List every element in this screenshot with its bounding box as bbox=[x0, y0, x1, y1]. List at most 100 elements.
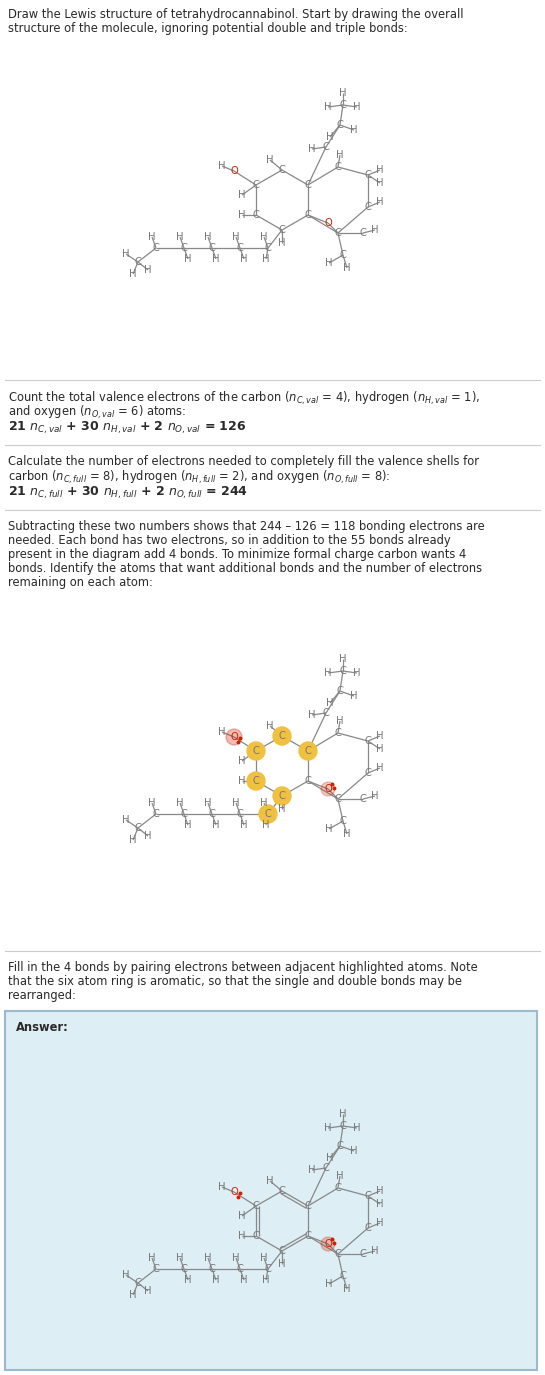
Text: H: H bbox=[336, 716, 344, 726]
Text: 21 $n_{C,val}$ + 30 $n_{H,val}$ + 2 $n_{O,val}$ = 126: 21 $n_{C,val}$ + 30 $n_{H,val}$ + 2 $n_{… bbox=[8, 419, 246, 436]
Text: C: C bbox=[360, 793, 366, 804]
Text: H: H bbox=[232, 1253, 240, 1264]
Text: H: H bbox=[371, 226, 379, 235]
Text: C: C bbox=[153, 243, 160, 253]
Text: H: H bbox=[232, 798, 240, 808]
Circle shape bbox=[247, 742, 265, 760]
Text: H: H bbox=[278, 238, 286, 247]
FancyBboxPatch shape bbox=[5, 1011, 537, 1370]
Text: C: C bbox=[335, 727, 341, 738]
Text: C: C bbox=[335, 793, 341, 804]
Text: C: C bbox=[337, 1141, 343, 1151]
Text: H: H bbox=[240, 254, 248, 264]
Text: H: H bbox=[350, 692, 358, 701]
Text: H: H bbox=[204, 1253, 212, 1264]
Text: H: H bbox=[376, 1199, 384, 1209]
Text: C: C bbox=[305, 775, 311, 786]
Text: H: H bbox=[325, 1279, 333, 1288]
Text: H: H bbox=[129, 1290, 137, 1299]
Text: H: H bbox=[324, 668, 332, 678]
Text: H: H bbox=[148, 798, 156, 808]
Text: C: C bbox=[337, 120, 343, 131]
Text: H: H bbox=[176, 232, 184, 242]
Text: that the six atom ring is aromatic, so that the single and double bonds may be: that the six atom ring is aromatic, so t… bbox=[8, 975, 462, 989]
Text: C: C bbox=[335, 1182, 341, 1194]
Text: H: H bbox=[350, 125, 358, 135]
Text: H: H bbox=[336, 1172, 344, 1181]
Text: H: H bbox=[376, 763, 384, 773]
Text: H: H bbox=[324, 102, 332, 111]
Text: H: H bbox=[218, 161, 226, 170]
Text: C: C bbox=[209, 243, 215, 253]
Text: H: H bbox=[232, 232, 240, 242]
Circle shape bbox=[226, 729, 242, 745]
Text: H: H bbox=[262, 820, 270, 830]
Text: C: C bbox=[180, 808, 187, 820]
Text: H: H bbox=[148, 232, 156, 242]
Circle shape bbox=[273, 727, 291, 745]
Text: carbon ($n_{C,full}$ = 8), hydrogen ($n_{H,full}$ = 2), and oxygen ($n_{O,full}$: carbon ($n_{C,full}$ = 8), hydrogen ($n_… bbox=[8, 469, 390, 487]
Text: C: C bbox=[365, 736, 372, 747]
Text: C: C bbox=[278, 1187, 286, 1196]
Text: C: C bbox=[180, 243, 187, 253]
Text: H: H bbox=[184, 1275, 192, 1286]
Text: C: C bbox=[360, 228, 366, 238]
Circle shape bbox=[259, 804, 277, 824]
Text: H: H bbox=[267, 1176, 274, 1187]
Text: C: C bbox=[365, 170, 372, 180]
Text: C: C bbox=[335, 228, 341, 238]
Text: C: C bbox=[323, 142, 329, 153]
Circle shape bbox=[273, 786, 291, 804]
Text: H: H bbox=[261, 1253, 268, 1264]
Text: C: C bbox=[335, 1248, 341, 1260]
Text: H: H bbox=[144, 1286, 152, 1297]
Text: H: H bbox=[184, 820, 192, 830]
Text: C: C bbox=[180, 1264, 187, 1275]
Text: C: C bbox=[252, 210, 259, 220]
Text: C: C bbox=[340, 1270, 347, 1282]
Text: H: H bbox=[376, 177, 384, 188]
Text: present in the diagram add 4 bonds. To minimize formal charge carbon wants 4: present in the diagram add 4 bonds. To m… bbox=[8, 549, 467, 561]
Text: C: C bbox=[209, 808, 215, 820]
Text: H: H bbox=[148, 1253, 156, 1264]
Text: H: H bbox=[325, 258, 333, 268]
Text: H: H bbox=[238, 775, 246, 786]
Text: rearranged:: rearranged: bbox=[8, 989, 76, 1002]
Text: H: H bbox=[326, 1154, 334, 1163]
Text: O: O bbox=[324, 219, 332, 228]
Text: H: H bbox=[144, 830, 152, 842]
Text: H: H bbox=[350, 1145, 358, 1156]
Text: H: H bbox=[129, 270, 137, 279]
Text: H: H bbox=[267, 720, 274, 732]
Text: Count the total valence electrons of the carbon ($n_{C,val}$ = 4), hydrogen ($n_: Count the total valence electrons of the… bbox=[8, 390, 480, 407]
Text: H: H bbox=[376, 732, 384, 741]
Text: 21 $n_{C,full}$ + 30 $n_{H,full}$ + 2 $n_{O,full}$ = 244: 21 $n_{C,full}$ + 30 $n_{H,full}$ + 2 $n… bbox=[8, 485, 248, 502]
Text: H: H bbox=[204, 798, 212, 808]
Text: O: O bbox=[230, 166, 238, 176]
Text: H: H bbox=[376, 1218, 384, 1228]
Text: bonds. Identify the atoms that want additional bonds and the number of electrons: bonds. Identify the atoms that want addi… bbox=[8, 562, 482, 575]
Text: H: H bbox=[184, 254, 192, 264]
Text: C: C bbox=[153, 1264, 160, 1275]
Text: Draw the Lewis structure of tetrahydrocannabinol. Start by drawing the overall: Draw the Lewis structure of tetrahydroca… bbox=[8, 8, 463, 21]
Text: C: C bbox=[337, 686, 343, 696]
Text: H: H bbox=[353, 1123, 361, 1133]
Text: Fill in the 4 bonds by pairing electrons between adjacent highlighted atoms. Not: Fill in the 4 bonds by pairing electrons… bbox=[8, 961, 478, 973]
Text: C: C bbox=[335, 162, 341, 172]
Circle shape bbox=[247, 771, 265, 791]
Text: needed. Each bond has two electrons, so in addition to the 55 bonds already: needed. Each bond has two electrons, so … bbox=[8, 534, 451, 547]
Circle shape bbox=[321, 1238, 335, 1251]
Text: H: H bbox=[176, 1253, 184, 1264]
Text: C: C bbox=[237, 808, 244, 820]
Text: C: C bbox=[278, 732, 286, 741]
Text: H: H bbox=[129, 835, 137, 846]
Text: H: H bbox=[339, 654, 347, 664]
Text: O: O bbox=[324, 1239, 332, 1248]
Text: H: H bbox=[238, 210, 246, 220]
Text: H: H bbox=[267, 155, 274, 165]
Text: C: C bbox=[340, 815, 347, 826]
Text: C: C bbox=[305, 210, 311, 220]
Text: H: H bbox=[262, 254, 270, 264]
Text: H: H bbox=[339, 1110, 347, 1119]
Text: H: H bbox=[218, 1182, 226, 1192]
